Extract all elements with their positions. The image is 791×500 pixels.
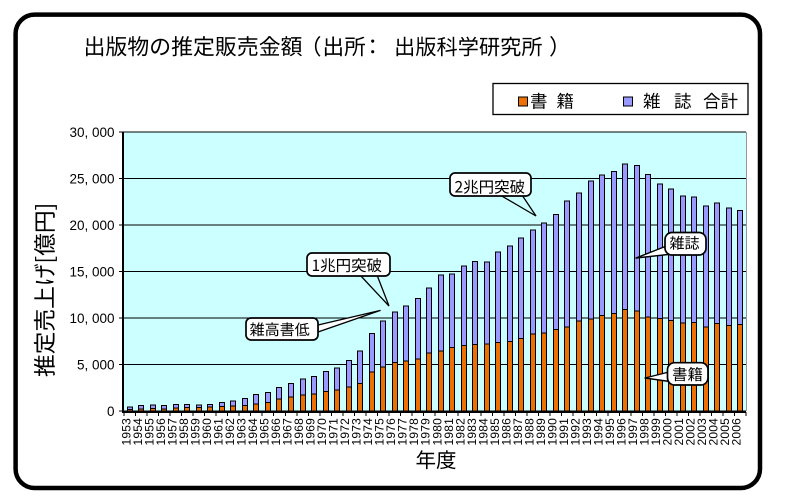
- svg-text:1982: 1982: [453, 418, 467, 446]
- svg-text:2003: 2003: [695, 418, 709, 446]
- svg-text:1979: 1979: [419, 418, 433, 446]
- svg-text:10, 000: 10, 000: [69, 311, 114, 326]
- svg-text:15, 000: 15, 000: [69, 265, 114, 280]
- svg-text:1962: 1962: [223, 418, 237, 446]
- svg-text:5, 000: 5, 000: [77, 358, 115, 373]
- svg-text:1956: 1956: [154, 418, 168, 446]
- svg-text:1961: 1961: [211, 418, 225, 446]
- svg-text:1969: 1969: [304, 418, 318, 446]
- svg-text:2004: 2004: [707, 418, 721, 446]
- svg-text:1964: 1964: [246, 418, 260, 446]
- svg-text:1988: 1988: [522, 418, 536, 446]
- svg-text:1994: 1994: [592, 418, 606, 446]
- svg-text:1992: 1992: [568, 418, 582, 446]
- svg-text:30, 000: 30, 000: [69, 125, 114, 140]
- svg-text:1987: 1987: [511, 418, 525, 446]
- svg-text:20, 000: 20, 000: [69, 218, 114, 233]
- svg-text:1958: 1958: [177, 418, 191, 446]
- svg-text:25, 000: 25, 000: [69, 172, 114, 187]
- svg-text:2006: 2006: [730, 418, 744, 446]
- svg-text:1978: 1978: [407, 418, 421, 446]
- svg-text:1973: 1973: [350, 418, 364, 446]
- svg-text:1998: 1998: [638, 418, 652, 446]
- svg-text:1957: 1957: [165, 418, 179, 446]
- svg-text:1980: 1980: [430, 418, 444, 446]
- svg-text:1995: 1995: [603, 418, 617, 446]
- svg-text:2002: 2002: [684, 418, 698, 446]
- svg-text:1985: 1985: [488, 418, 502, 446]
- svg-text:1999: 1999: [649, 418, 663, 446]
- svg-text:1965: 1965: [257, 418, 271, 446]
- svg-text:1976: 1976: [384, 418, 398, 446]
- svg-text:1959: 1959: [188, 418, 202, 446]
- svg-text:1989: 1989: [534, 418, 548, 446]
- svg-text:1970: 1970: [315, 418, 329, 446]
- svg-text:1967: 1967: [281, 418, 295, 446]
- svg-text:1983: 1983: [465, 418, 479, 446]
- svg-text:1984: 1984: [476, 418, 490, 446]
- svg-text:2001: 2001: [672, 418, 686, 446]
- svg-text:1993: 1993: [580, 418, 594, 446]
- svg-text:1960: 1960: [200, 418, 214, 446]
- svg-text:1971: 1971: [327, 418, 341, 446]
- svg-text:1966: 1966: [269, 418, 283, 446]
- svg-text:1996: 1996: [615, 418, 629, 446]
- svg-text:1953: 1953: [119, 418, 133, 446]
- svg-text:1963: 1963: [234, 418, 248, 446]
- svg-text:1986: 1986: [499, 418, 513, 446]
- svg-text:1997: 1997: [626, 418, 640, 446]
- svg-text:1954: 1954: [131, 418, 145, 446]
- svg-text:1975: 1975: [373, 418, 387, 446]
- svg-text:1981: 1981: [442, 418, 456, 446]
- svg-text:1990: 1990: [545, 418, 559, 446]
- svg-text:1968: 1968: [292, 418, 306, 446]
- svg-text:0: 0: [107, 404, 115, 419]
- svg-text:1955: 1955: [142, 418, 156, 446]
- svg-text:2005: 2005: [718, 418, 732, 446]
- svg-text:1977: 1977: [396, 418, 410, 446]
- svg-text:1974: 1974: [361, 418, 375, 446]
- svg-text:2000: 2000: [661, 418, 675, 446]
- svg-text:1972: 1972: [338, 418, 352, 446]
- svg-text:1991: 1991: [557, 418, 571, 446]
